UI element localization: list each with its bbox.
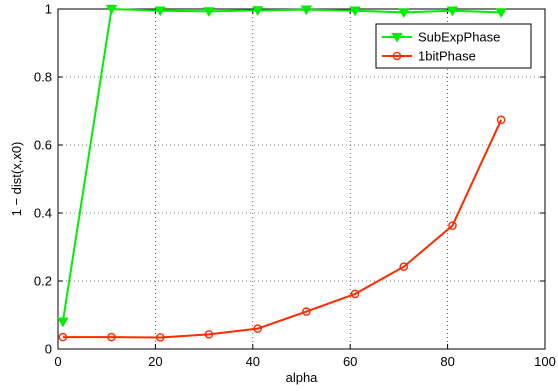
x-tick-label: 80: [440, 354, 454, 369]
y-tick-label: 0.8: [34, 70, 52, 85]
data-point: [302, 307, 311, 316]
data-point: [496, 115, 506, 125]
data-point: [398, 8, 410, 18]
axis-ticks: 0 20 40 60 80 100 0 0.2 0.4 0.6 0.8 1: [34, 2, 556, 370]
data-point: [446, 6, 459, 17]
legend-item: 1bitPhase: [382, 49, 476, 64]
data-point: [300, 5, 313, 16]
x-tick-label: 40: [246, 354, 260, 369]
x-tick-label: 100: [534, 354, 556, 369]
data-point: [399, 262, 409, 272]
x-tick-label: 20: [148, 354, 162, 369]
series-line-1bitphase: [62, 119, 503, 339]
data-point: [58, 332, 68, 342]
legend-box: [375, 23, 532, 69]
x-tick-label: 0: [54, 354, 61, 369]
data-point: [349, 6, 361, 17]
data-point: [155, 333, 165, 342]
legend-label: 1bitPhase: [418, 49, 476, 64]
legend-marker: [391, 32, 403, 43]
data-point: [448, 221, 457, 230]
data-point: [253, 324, 262, 333]
data-point: [57, 317, 69, 328]
y-tick-label: 0.4: [34, 206, 52, 221]
data-point: [105, 4, 118, 15]
series-layer: [57, 4, 507, 342]
legend-label: SubExpPhase: [418, 30, 500, 45]
data-point: [203, 7, 215, 17]
data-point: [350, 289, 360, 299]
series-subexpphase: [57, 4, 507, 328]
data-point: [251, 6, 264, 16]
y-tick-label: 1: [45, 2, 52, 17]
y-tick-label: 0: [45, 342, 52, 357]
series-line-subexpphase: [61, 7, 502, 322]
y-tick-label: 0.2: [34, 274, 52, 289]
data-point: [154, 6, 166, 17]
legend-item: SubExpPhase: [382, 30, 500, 45]
series-1bitphase: [58, 115, 506, 342]
legend-marker: [392, 51, 402, 61]
data-point: [495, 8, 507, 18]
y-axis-label: 1 − dist(x,x0): [9, 142, 24, 217]
x-axis-label: alpha: [286, 370, 319, 385]
x-tick-label: 60: [343, 354, 357, 369]
y-tick-label: 0.6: [34, 138, 52, 153]
data-point: [107, 332, 116, 342]
data-point: [204, 330, 214, 339]
legend: SubExpPhase 1bitPhase: [375, 23, 532, 69]
